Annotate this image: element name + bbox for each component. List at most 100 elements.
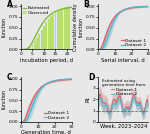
Dataset 2 [148, 109, 149, 111]
Bar [29, 46, 31, 49]
Bar [66, 7, 68, 49]
Dataset 1 [148, 6, 149, 7]
Dataset 1 [99, 95, 101, 96]
Bar [41, 29, 43, 49]
Dataset 2 [99, 97, 101, 99]
Dataset 2 [97, 49, 99, 50]
Estimated [50, 13, 52, 15]
Bar [55, 12, 56, 49]
Dataset 2 [97, 110, 99, 112]
Dataset 1 [140, 6, 141, 8]
Legend: Dataset 1, Dataset 2: Dataset 1, Dataset 2 [102, 79, 146, 96]
Line: Dataset 2: Dataset 2 [98, 6, 148, 49]
Line: Dataset 1: Dataset 1 [98, 94, 148, 113]
Estimated [51, 13, 53, 14]
Dataset 2 [132, 97, 134, 99]
Bar [68, 6, 70, 49]
Dataset 2 [50, 81, 52, 82]
Dataset 2 [144, 111, 146, 113]
Dataset 2 [148, 5, 149, 7]
Estimated [20, 49, 22, 50]
Y-axis label: Cumulative density
function: Cumulative density function [73, 3, 84, 51]
Estimated [20, 49, 22, 50]
Legend: Dataset 1, Dataset 2: Dataset 1, Dataset 2 [121, 39, 146, 47]
Dataset 2 [128, 7, 130, 9]
Estimated [63, 8, 64, 10]
Bar [64, 8, 66, 49]
Dataset 1 [97, 49, 99, 50]
Dataset 1 [143, 6, 145, 8]
Dataset 1 [63, 79, 64, 81]
Bar [52, 14, 54, 49]
Text: A: A [7, 0, 13, 9]
Dataset 1 [146, 100, 147, 102]
Dataset 1 [97, 49, 99, 50]
Y-axis label: Cumulative density
function: Cumulative density function [0, 75, 7, 123]
Dataset 2 [100, 98, 102, 100]
Bar [27, 48, 29, 49]
Dataset 2 [109, 114, 111, 116]
Bar [32, 44, 33, 49]
Dataset 2 [97, 49, 99, 50]
Dataset 1 [128, 8, 130, 9]
Dataset 1 [50, 81, 52, 83]
Dataset 2 [106, 107, 108, 109]
Dataset 2 [71, 78, 72, 80]
Dataset 1 [66, 79, 68, 80]
Dataset 1 [50, 81, 52, 83]
Y-axis label: Cumulative density
function: Cumulative density function [0, 3, 7, 51]
Dataset 1 [20, 121, 22, 123]
Dataset 1 [51, 81, 53, 83]
Estimated [50, 13, 52, 15]
Text: B: B [84, 0, 90, 9]
Dataset 2 [66, 78, 68, 80]
Line: Dataset 2: Dataset 2 [21, 79, 72, 122]
Dataset 1 [97, 108, 99, 109]
Line: Dataset 2: Dataset 2 [98, 98, 148, 115]
Dataset 2 [20, 121, 22, 123]
Text: C: C [7, 73, 12, 82]
Dataset 1 [99, 93, 101, 95]
Dataset 2 [143, 6, 145, 7]
Bar [59, 9, 61, 49]
Dataset 1 [111, 106, 112, 108]
Dataset 2 [127, 8, 129, 9]
Dataset 1 [127, 8, 129, 10]
Legend: Dataset 1, Dataset 2: Dataset 1, Dataset 2 [44, 111, 69, 120]
Dataset 1 [142, 113, 144, 114]
Estimated [71, 7, 72, 8]
Bar [34, 41, 36, 49]
Dataset 1 [144, 109, 146, 110]
X-axis label: Incubation period, d: Incubation period, d [20, 57, 73, 63]
Dataset 1 [100, 97, 102, 99]
Line: Dataset 1: Dataset 1 [98, 7, 148, 49]
Bar [38, 34, 40, 49]
Dataset 1 [148, 108, 149, 109]
Dataset 1 [107, 106, 108, 108]
Bar [57, 10, 59, 49]
Dataset 2 [20, 121, 22, 123]
Dataset 2 [63, 79, 64, 80]
Bar [61, 8, 63, 49]
Y-axis label: Rt: Rt [86, 96, 91, 102]
Text: D: D [88, 73, 94, 82]
Dataset 2 [127, 8, 129, 9]
Dataset 2 [111, 108, 112, 109]
X-axis label: Serial interval, d: Serial interval, d [101, 57, 145, 63]
Dataset 1 [20, 121, 22, 123]
Dataset 2 [140, 6, 141, 7]
X-axis label: Week, 2023–2024: Week, 2023–2024 [99, 123, 147, 128]
Dataset 2 [51, 81, 53, 82]
Bar [43, 26, 45, 49]
Dataset 2 [146, 103, 147, 105]
Line: Estimated: Estimated [21, 7, 72, 49]
Legend: Estimated, Observed: Estimated, Observed [23, 6, 50, 15]
Bar [36, 38, 38, 49]
Bar [48, 19, 50, 49]
Bar [45, 22, 47, 49]
Dataset 1 [71, 79, 72, 80]
Line: Dataset 1: Dataset 1 [21, 79, 72, 122]
Dataset 2 [50, 81, 52, 82]
X-axis label: Generation time, d: Generation time, d [21, 130, 71, 134]
Dataset 1 [127, 8, 129, 9]
